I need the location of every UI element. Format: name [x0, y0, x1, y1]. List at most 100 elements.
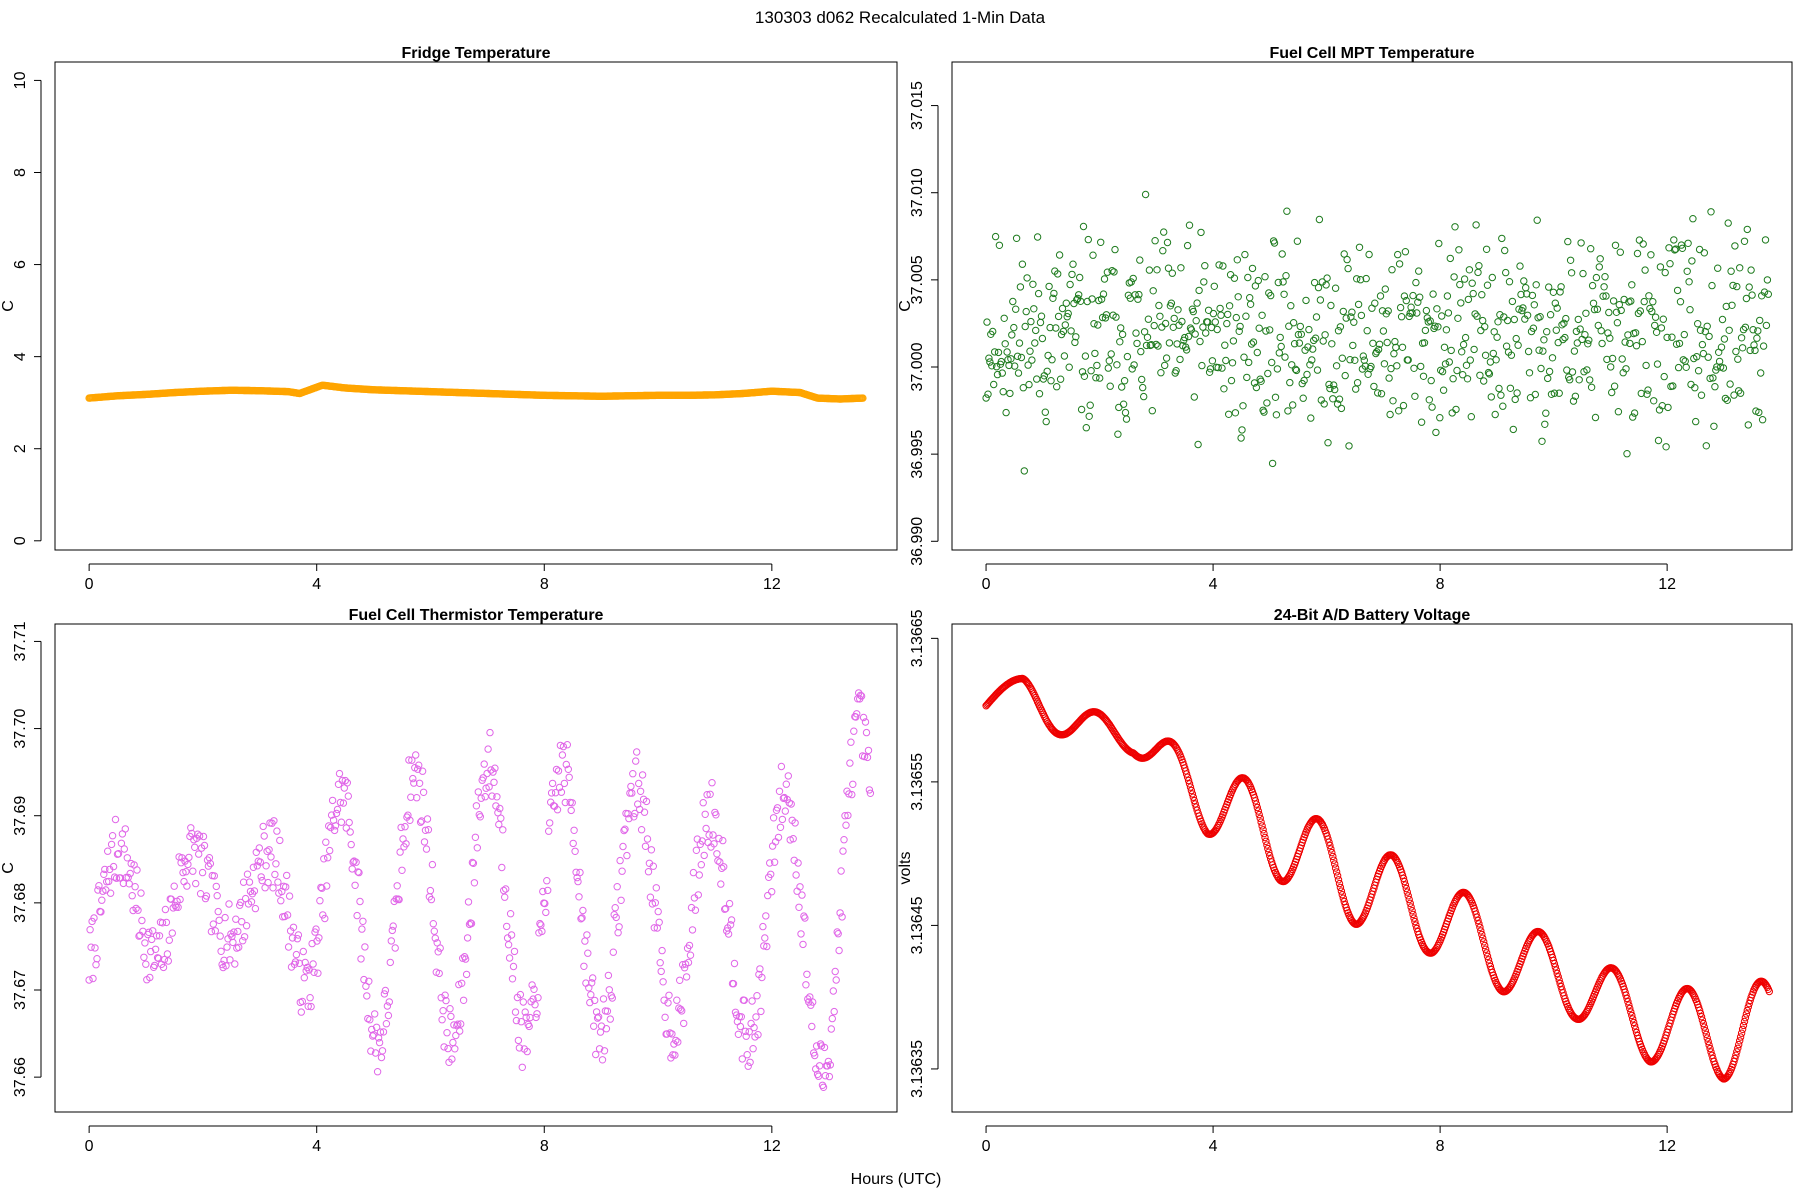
data-point	[1286, 871, 1294, 879]
data-point	[521, 1008, 529, 1016]
data-point	[621, 825, 629, 833]
data-point	[1762, 321, 1771, 330]
data-point	[534, 994, 542, 1002]
data-point	[819, 1083, 828, 1092]
data-point	[1116, 338, 1124, 346]
data-point	[1476, 923, 1484, 931]
data-point	[850, 727, 858, 735]
data-point	[1264, 844, 1272, 853]
data-point	[125, 880, 133, 888]
data-point	[1572, 327, 1581, 336]
data-point	[1286, 378, 1294, 387]
data-point	[1185, 780, 1194, 788]
data-point	[1640, 297, 1648, 306]
data-point	[794, 859, 802, 867]
data-point	[150, 961, 159, 970]
data-point	[1555, 976, 1563, 984]
data-point	[985, 354, 993, 362]
data-point	[1395, 407, 1403, 415]
data-point	[760, 942, 768, 950]
data-point	[484, 745, 492, 753]
y-tick-label: 3.13645	[909, 896, 926, 954]
data-point	[1139, 383, 1147, 392]
data-point	[1742, 1010, 1751, 1018]
data-point	[1323, 274, 1331, 282]
data-point	[1031, 339, 1039, 347]
data-point	[251, 904, 260, 913]
data-point	[1603, 355, 1611, 364]
data-point	[420, 838, 429, 846]
data-point	[1241, 250, 1249, 259]
data-point	[503, 922, 511, 931]
data-point	[678, 1007, 686, 1015]
data-points	[982, 190, 1773, 475]
data-point	[1530, 301, 1539, 309]
data-point	[598, 1056, 607, 1064]
data-point	[1656, 263, 1665, 271]
data-point	[1554, 973, 1562, 981]
data-point	[195, 832, 204, 840]
data-point	[1480, 938, 1488, 946]
data-point	[1060, 352, 1069, 360]
data-point	[86, 926, 94, 934]
y-tick-label: 37.005	[909, 255, 926, 304]
data-point	[1743, 225, 1752, 234]
x-tick-label: 0	[982, 576, 991, 593]
data-point	[718, 864, 726, 872]
data-point	[416, 818, 425, 826]
data-point	[600, 1047, 609, 1055]
data-points	[85, 689, 875, 1092]
data-point	[518, 1063, 526, 1072]
data-point	[1000, 314, 1008, 322]
data-point	[1536, 313, 1544, 321]
data-point	[1634, 309, 1643, 318]
data-point	[861, 718, 870, 726]
data-point	[1003, 348, 1011, 356]
data-point	[418, 767, 427, 775]
data-point	[1285, 322, 1293, 330]
data-point	[260, 832, 268, 840]
data-point	[659, 978, 667, 986]
data-point	[1428, 403, 1436, 411]
data-point	[94, 886, 102, 894]
data-point	[1598, 339, 1606, 348]
data-point	[1489, 349, 1498, 358]
data-point	[105, 877, 113, 886]
data-point	[388, 926, 396, 935]
data-point	[242, 922, 251, 930]
data-point	[355, 868, 363, 877]
data-point	[1182, 346, 1191, 354]
data-point	[862, 728, 871, 737]
data-point	[288, 934, 297, 942]
data-point	[1250, 379, 1259, 387]
data-point	[1569, 397, 1578, 405]
data-point	[635, 779, 643, 788]
data-point	[435, 969, 443, 978]
data-point	[399, 835, 407, 843]
data-point	[1443, 292, 1452, 300]
data-point	[1494, 318, 1502, 326]
data-point	[1184, 776, 1193, 785]
data-point	[1447, 346, 1455, 355]
data-point	[1351, 356, 1359, 364]
data-point	[1449, 375, 1457, 383]
data-point	[1268, 459, 1277, 468]
data-point	[542, 908, 550, 917]
data-point	[1439, 386, 1448, 394]
data-point	[335, 769, 344, 778]
data-point	[797, 930, 805, 938]
data-point	[1549, 956, 1558, 965]
data-point	[1523, 311, 1532, 319]
data-point	[117, 839, 126, 847]
data-point	[1765, 987, 1774, 996]
x-tick-label: 4	[1209, 1138, 1218, 1155]
data-point	[132, 904, 140, 913]
data-point	[1732, 1051, 1740, 1059]
data-point	[1717, 343, 1726, 351]
data-point	[814, 1072, 823, 1080]
data-point	[1229, 337, 1238, 345]
data-point	[1185, 221, 1194, 229]
data-point	[1473, 913, 1481, 921]
data-point	[245, 878, 254, 886]
data-point	[764, 891, 772, 900]
